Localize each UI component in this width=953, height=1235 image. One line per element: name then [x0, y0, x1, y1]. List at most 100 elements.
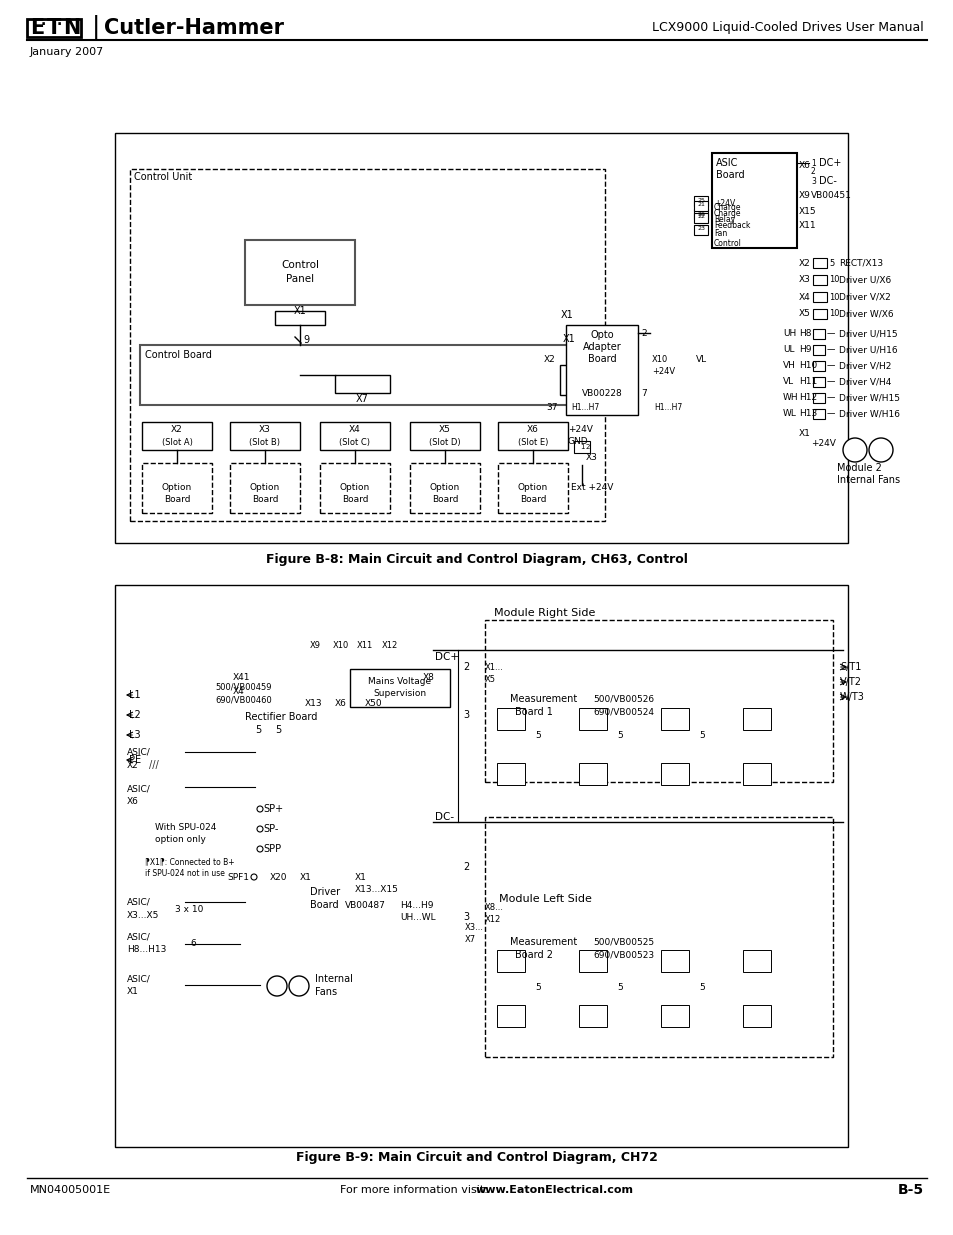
Text: Board 1: Board 1 [515, 706, 553, 718]
Circle shape [289, 976, 309, 995]
Bar [812, 393, 824, 403]
Text: X9: X9 [310, 641, 320, 650]
Bar [319, 463, 390, 513]
Text: (Slot E): (Slot E) [517, 437, 548, 447]
Bar [660, 763, 688, 785]
Bar [497, 950, 524, 972]
Text: Panel: Panel [286, 273, 314, 284]
Text: DC-: DC- [435, 811, 454, 823]
Text: Ext +24V: Ext +24V [571, 483, 613, 492]
Text: 26: 26 [698, 211, 705, 216]
Text: With SPU-024: With SPU-024 [154, 823, 216, 831]
Text: Internal Fans: Internal Fans [836, 475, 900, 485]
Bar [410, 422, 479, 450]
Text: +24V: +24V [651, 368, 675, 377]
Text: Driver U/H15: Driver U/H15 [838, 330, 897, 338]
Text: 7: 7 [640, 389, 646, 398]
Text: Option: Option [517, 483, 548, 493]
Text: X5: X5 [438, 426, 451, 435]
Text: H12: H12 [799, 394, 817, 403]
Bar [130, 169, 604, 521]
Text: 3: 3 [462, 710, 469, 720]
Text: S/T1: S/T1 [840, 662, 861, 672]
Text: Module Right Side: Module Right Side [494, 608, 595, 618]
Text: X7: X7 [355, 394, 368, 404]
Text: SP+: SP+ [263, 804, 283, 814]
Text: X3: X3 [259, 426, 271, 435]
Text: ·: · [41, 19, 46, 32]
Text: X11: X11 [356, 641, 373, 650]
Bar [812, 361, 824, 370]
Text: RECT/X13: RECT/X13 [838, 258, 882, 268]
Text: X9: X9 [799, 190, 810, 200]
Circle shape [256, 846, 263, 852]
Text: 5: 5 [254, 725, 261, 735]
Text: X10: X10 [651, 356, 667, 364]
Text: ASIC/: ASIC/ [127, 898, 151, 906]
Bar [578, 1005, 606, 1028]
Text: X5: X5 [484, 674, 496, 683]
Bar [742, 708, 770, 730]
Bar [27, 19, 81, 37]
Text: —: — [826, 346, 835, 354]
Text: LCX9000 Liquid-Cooled Drives User Manual: LCX9000 Liquid-Cooled Drives User Manual [652, 21, 923, 35]
Text: 21: 21 [698, 203, 705, 207]
Bar [578, 708, 606, 730]
Text: Relay: Relay [713, 215, 735, 224]
Text: V/T2: V/T2 [840, 677, 862, 687]
Text: Board: Board [252, 495, 278, 505]
Text: X1: X1 [294, 306, 306, 316]
Text: 2: 2 [810, 168, 815, 177]
Text: N: N [63, 19, 80, 38]
Text: 5: 5 [699, 983, 704, 992]
Text: X2: X2 [799, 258, 810, 268]
Text: if SPU-024 not in use: if SPU-024 not in use [145, 869, 225, 878]
Text: MN04005001E: MN04005001E [30, 1186, 111, 1195]
Text: SPF1: SPF1 [227, 872, 249, 882]
Text: Board: Board [587, 354, 616, 364]
Bar [142, 463, 212, 513]
Text: 10: 10 [828, 310, 839, 319]
Text: Measurement: Measurement [510, 694, 577, 704]
Text: X6: X6 [526, 426, 538, 435]
Text: 5: 5 [828, 258, 833, 268]
Text: Opto: Opto [590, 330, 613, 340]
Text: —: — [826, 362, 835, 370]
Text: 6: 6 [190, 940, 195, 948]
Text: VB00487: VB00487 [345, 900, 385, 909]
Text: X12: X12 [381, 641, 397, 650]
Text: X4: X4 [349, 426, 360, 435]
Bar [142, 422, 212, 450]
Text: 10: 10 [828, 293, 839, 301]
Text: L2: L2 [129, 710, 141, 720]
Text: L3: L3 [129, 730, 140, 740]
Text: X4: X4 [233, 688, 245, 697]
Text: Board: Board [310, 900, 338, 910]
Circle shape [251, 874, 256, 881]
Text: Board: Board [432, 495, 457, 505]
Bar [230, 422, 299, 450]
Bar [660, 1005, 688, 1028]
Text: SP-: SP- [263, 824, 278, 834]
Bar [140, 345, 584, 405]
Text: 37: 37 [545, 403, 557, 411]
Text: Option: Option [339, 483, 370, 493]
Text: —: — [826, 330, 835, 338]
Text: 3 x 10: 3 x 10 [174, 904, 203, 914]
Bar [660, 950, 688, 972]
Bar [693, 209, 707, 219]
Text: —: — [826, 378, 835, 387]
Text: X13: X13 [305, 699, 322, 709]
Text: ⁋X1⁋: Connected to B+: ⁋X1⁋: Connected to B+ [145, 857, 234, 867]
Bar [812, 291, 826, 303]
Text: UL: UL [782, 346, 794, 354]
Bar [693, 225, 707, 235]
Text: Module 2: Module 2 [836, 463, 881, 473]
Text: 5: 5 [699, 730, 704, 740]
Circle shape [256, 806, 263, 811]
Bar [660, 708, 688, 730]
Text: X3: X3 [799, 275, 810, 284]
Text: 3: 3 [810, 177, 815, 185]
Bar [335, 375, 390, 393]
Text: Option: Option [162, 483, 192, 493]
